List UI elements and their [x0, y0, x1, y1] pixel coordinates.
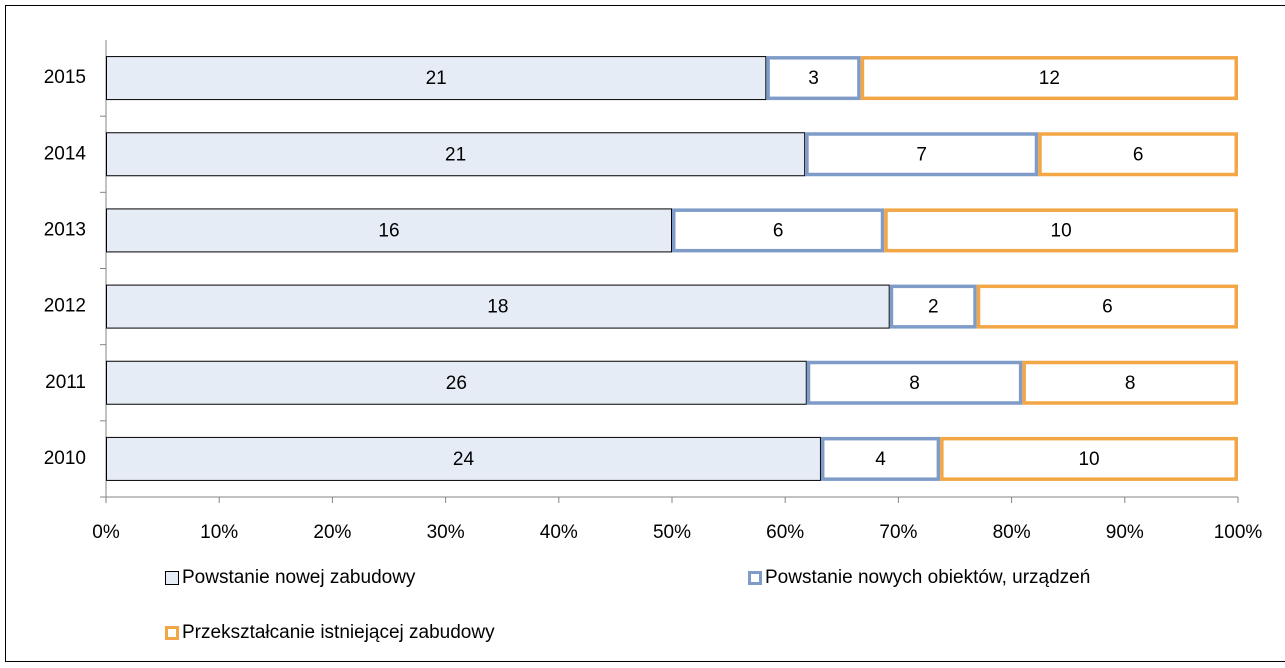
bar-segment: [805, 132, 1039, 177]
y-tick-label: 2012: [44, 296, 86, 317]
bar-segment: [106, 284, 890, 329]
x-tick-label: 20%: [313, 522, 351, 543]
x-tick-label: 60%: [766, 522, 804, 543]
bar-segment: [106, 208, 672, 253]
bar-segment: [1038, 132, 1239, 177]
bar-segment: [940, 436, 1239, 481]
x-tick-label: 40%: [540, 522, 578, 543]
data-label: 26: [446, 373, 467, 394]
bar-segment: [889, 284, 977, 329]
data-label: 18: [487, 297, 508, 318]
data-label: 10: [1078, 449, 1099, 470]
data-label: 6: [1133, 144, 1144, 165]
y-tick-label: 2011: [45, 372, 86, 393]
y-tick-label: 2015: [44, 67, 86, 88]
bar-segment: [106, 56, 767, 101]
data-label: 6: [773, 220, 784, 241]
legend-label: Przekształcanie istniejącej zabudowy: [182, 622, 495, 643]
bar-segment: [106, 132, 806, 177]
legend-swatch: [165, 571, 179, 585]
data-label: 16: [378, 220, 399, 241]
bar-segment: [884, 208, 1238, 253]
bar-segment: [976, 284, 1238, 329]
data-label: 7: [916, 144, 927, 165]
data-label: 2: [928, 297, 939, 318]
bar-segment: [672, 208, 885, 253]
legend-swatch: [748, 571, 762, 585]
bar-segment: [106, 360, 807, 405]
y-tick-label: 2014: [44, 143, 87, 164]
legend-label: Powstanie nowych obiektów, urządzeń: [765, 567, 1090, 588]
chart-border: [5, 5, 1285, 662]
bar-segment: [860, 56, 1239, 101]
data-label: 21: [445, 144, 466, 165]
data-label: 4: [875, 449, 886, 470]
bar-segment: [820, 436, 941, 481]
x-tick-label: 0%: [92, 522, 120, 543]
x-tick-label: 90%: [1106, 522, 1144, 543]
y-tick-label: 2010: [44, 448, 86, 469]
bar-segment: [766, 56, 861, 101]
bar-segment: [806, 360, 1023, 405]
x-tick-label: 100%: [1214, 522, 1263, 543]
bar-segment: [1022, 360, 1239, 405]
data-label: 24: [453, 449, 475, 470]
data-label: 10: [1051, 220, 1072, 241]
data-label: 8: [909, 373, 920, 394]
x-tick-label: 30%: [427, 522, 465, 543]
x-tick-label: 70%: [879, 522, 917, 543]
legend-label: Powstanie nowej zabudowy: [182, 567, 416, 588]
data-label: 8: [1125, 373, 1136, 394]
bar-segment: [106, 436, 821, 481]
data-label: 3: [808, 68, 819, 89]
data-label: 21: [426, 68, 447, 89]
x-tick-label: 50%: [653, 522, 691, 543]
x-tick-label: 10%: [200, 522, 238, 543]
data-label: 12: [1039, 68, 1060, 89]
legend-swatch: [165, 626, 179, 640]
x-tick-label: 80%: [993, 522, 1031, 543]
y-tick-label: 2013: [44, 219, 86, 240]
data-label: 6: [1102, 297, 1113, 318]
